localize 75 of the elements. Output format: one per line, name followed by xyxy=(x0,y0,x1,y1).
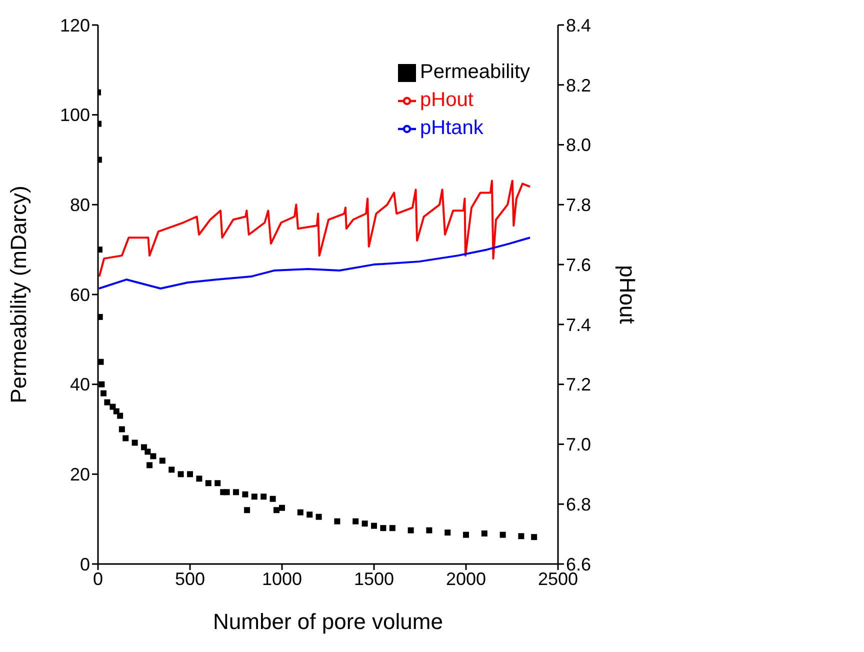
line-series xyxy=(98,180,532,278)
x-tick-label: 1000 xyxy=(262,568,302,589)
legend-label: pHtank xyxy=(420,117,484,139)
point xyxy=(150,453,156,460)
point xyxy=(98,381,105,388)
x-tick-label: 0 xyxy=(92,568,104,589)
point xyxy=(371,522,377,529)
y2-tick-label: 7.4 xyxy=(566,314,592,335)
point xyxy=(334,518,340,524)
point xyxy=(444,530,451,536)
point xyxy=(159,458,166,464)
x-axis-title: Number of pore volume xyxy=(213,609,443,634)
point xyxy=(118,426,125,432)
point xyxy=(98,314,103,320)
point xyxy=(187,471,193,478)
y-tick-label: 100 xyxy=(60,105,90,126)
point xyxy=(389,525,396,532)
y-tick-label: 80 xyxy=(70,195,90,216)
legend-label: pHout xyxy=(420,89,474,111)
x-tick-label: 2000 xyxy=(446,568,486,589)
point xyxy=(518,533,524,540)
point xyxy=(426,527,432,534)
point xyxy=(380,525,386,532)
y2-tick-label: 8.2 xyxy=(566,75,592,96)
x-tick-label: 500 xyxy=(174,568,206,589)
y-tick-label: 0 xyxy=(80,554,90,574)
point xyxy=(196,476,202,482)
y2-tick-label: 7.0 xyxy=(566,434,592,455)
point xyxy=(214,480,221,486)
y-tick-label: 20 xyxy=(70,464,90,485)
point xyxy=(244,507,250,514)
point xyxy=(117,412,124,419)
y-tick-label: 120 xyxy=(60,15,90,36)
point xyxy=(260,494,267,500)
point xyxy=(251,494,258,500)
y2-tick-label: 8.0 xyxy=(566,135,592,156)
point xyxy=(146,462,153,468)
point xyxy=(168,466,175,473)
point xyxy=(362,520,368,527)
point xyxy=(316,514,322,520)
y2-axis-title: pHout xyxy=(615,265,640,324)
point xyxy=(408,527,414,534)
point xyxy=(279,504,285,511)
point xyxy=(352,518,359,524)
point xyxy=(100,390,107,396)
point xyxy=(110,404,116,410)
y2-tick-label: 7.2 xyxy=(566,374,592,395)
y2-tick-label: 7.8 xyxy=(566,195,592,216)
point xyxy=(531,534,538,540)
point xyxy=(132,440,138,446)
point xyxy=(205,480,212,486)
y2-tick-label: 7.6 xyxy=(566,254,592,275)
point xyxy=(144,448,151,455)
point xyxy=(224,489,230,496)
point xyxy=(178,471,184,478)
point xyxy=(242,491,248,498)
y2-tick-label: 8.4 xyxy=(566,15,592,36)
line-series xyxy=(98,236,532,290)
point xyxy=(500,532,506,538)
point xyxy=(98,358,104,365)
legend-label: Permeability xyxy=(420,61,530,83)
y-tick-label: 40 xyxy=(70,374,90,395)
point xyxy=(270,496,276,502)
point xyxy=(233,489,239,496)
y-tick-label: 60 xyxy=(70,284,90,305)
point xyxy=(463,532,469,538)
x-tick-label: 1500 xyxy=(354,568,394,589)
point xyxy=(273,507,280,514)
point xyxy=(481,530,488,536)
y2-tick-label: 6.8 xyxy=(566,494,592,514)
point xyxy=(104,399,110,406)
y-axis-title: Permeability (mDarcy) xyxy=(6,186,31,404)
point xyxy=(297,509,304,516)
point xyxy=(122,435,129,442)
point xyxy=(306,512,313,518)
